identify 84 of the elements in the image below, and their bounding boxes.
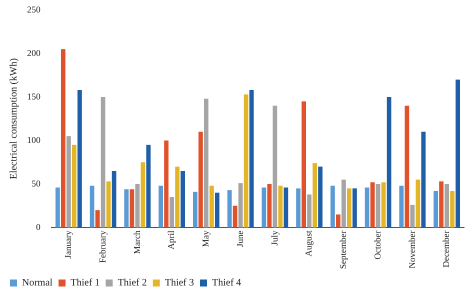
bar — [140, 162, 146, 228]
legend-label: Thief 3 — [164, 278, 194, 289]
bar — [439, 181, 444, 228]
bar — [124, 189, 129, 228]
bar — [262, 187, 266, 228]
y-tick-label: 200 — [27, 48, 41, 58]
bar — [386, 97, 392, 228]
bar — [180, 170, 186, 228]
bar — [72, 144, 76, 228]
x-tick-label: April — [166, 230, 176, 250]
x-tick-label: February — [97, 230, 108, 264]
bar — [421, 132, 426, 228]
x-tick-label: June — [234, 230, 245, 248]
bar — [130, 189, 134, 228]
bar — [198, 132, 203, 228]
y-tick-label: 0 — [36, 222, 41, 232]
bar — [267, 184, 272, 228]
bar — [170, 197, 174, 228]
bar — [352, 188, 357, 228]
bar — [112, 170, 116, 228]
x-tick-label: September — [338, 230, 348, 270]
bar — [227, 190, 232, 228]
bar — [302, 101, 306, 228]
bar — [312, 163, 318, 228]
legend-label: Thief 1 — [70, 278, 100, 289]
bar — [204, 98, 208, 228]
x-tick-label: August — [304, 230, 314, 257]
bar — [106, 181, 111, 228]
bar — [364, 187, 370, 228]
bar — [381, 182, 386, 228]
bar — [330, 186, 335, 228]
bar — [232, 206, 238, 228]
bar — [100, 97, 106, 228]
bar — [341, 180, 346, 228]
bar — [284, 187, 288, 228]
bar — [238, 183, 243, 228]
legend-label: Thief 4 — [212, 278, 242, 289]
bar — [346, 188, 352, 228]
y-axis-title: Electrical consumption (kWh) — [8, 58, 20, 180]
x-tick-label: December — [441, 230, 452, 268]
bar — [376, 184, 380, 228]
y-tick-label: 150 — [27, 91, 41, 102]
x-tick-label: October — [372, 230, 382, 260]
legend-label: Normal — [22, 278, 53, 289]
x-tick-label: March — [132, 230, 142, 254]
y-tick-label: 100 — [27, 134, 41, 145]
bar — [404, 106, 410, 228]
bar — [164, 140, 169, 228]
bar — [370, 182, 375, 228]
bar — [296, 188, 301, 228]
bar — [272, 106, 278, 228]
bar — [410, 204, 415, 228]
bar — [95, 210, 100, 228]
bar — [158, 186, 164, 228]
bar — [175, 166, 180, 228]
bar — [60, 49, 66, 228]
bar — [214, 192, 220, 228]
y-tick-label: 50 — [32, 178, 41, 188]
bar — [77, 90, 82, 228]
bar — [192, 192, 198, 228]
x-tick-label: July — [269, 230, 280, 246]
bar — [450, 190, 455, 228]
bar — [55, 187, 60, 228]
bar — [416, 180, 420, 228]
bar — [399, 186, 404, 228]
bar — [278, 186, 283, 228]
bar — [90, 186, 94, 228]
bar — [249, 90, 254, 228]
bar — [318, 166, 323, 228]
x-tick-label: November — [406, 230, 417, 269]
bar — [434, 190, 438, 228]
bar — [209, 186, 214, 228]
x-tick-label: May — [200, 230, 211, 248]
bar — [336, 214, 340, 228]
bar — [135, 184, 140, 228]
bar — [444, 184, 450, 228]
x-tick-label: January — [63, 230, 74, 259]
bar — [146, 144, 151, 228]
bar — [66, 136, 71, 228]
bar — [244, 94, 248, 228]
legend-label: Thief 2 — [118, 278, 147, 289]
y-tick-label: 250 — [27, 4, 41, 14]
bar — [456, 80, 460, 228]
bar — [307, 194, 312, 228]
